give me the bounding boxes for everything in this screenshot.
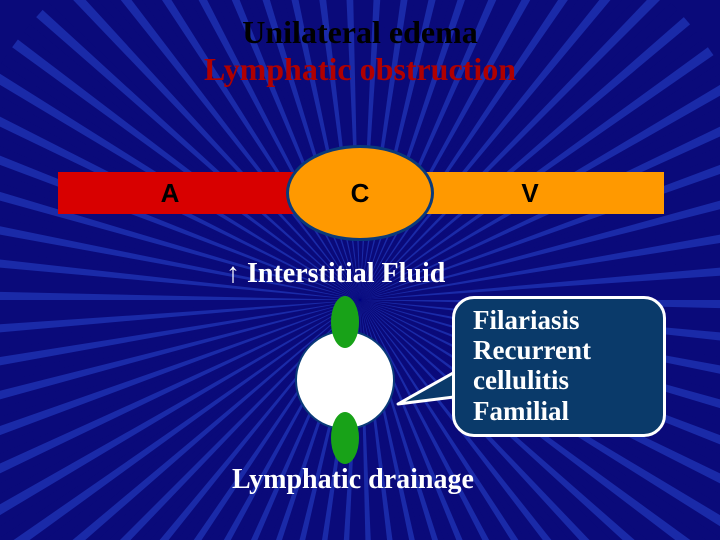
cause-line-1: Recurrent — [473, 335, 645, 365]
cause-line-3: Familial — [473, 396, 645, 426]
lymph-lobe-0 — [331, 296, 359, 348]
title-block: Unilateral edema Lymphatic obstruction — [0, 14, 720, 88]
title-line-2: Lymphatic obstruction — [0, 51, 720, 88]
cause-line-0: Filariasis — [473, 305, 645, 335]
lymphatic-drainage-text: Lymphatic drainage — [232, 464, 474, 496]
causes-callout: FilariasisRecurrentcellulitisFamilial — [452, 296, 666, 437]
title-line-1: Unilateral edema — [0, 14, 720, 51]
interstitial-fluid-text: ↑ Interstitial Fluid — [226, 258, 445, 290]
cause-line-2: cellulitis — [473, 365, 645, 395]
slide: Unilateral edema Lymphatic obstruction A… — [0, 0, 720, 540]
lymph-lobe-1 — [331, 412, 359, 464]
